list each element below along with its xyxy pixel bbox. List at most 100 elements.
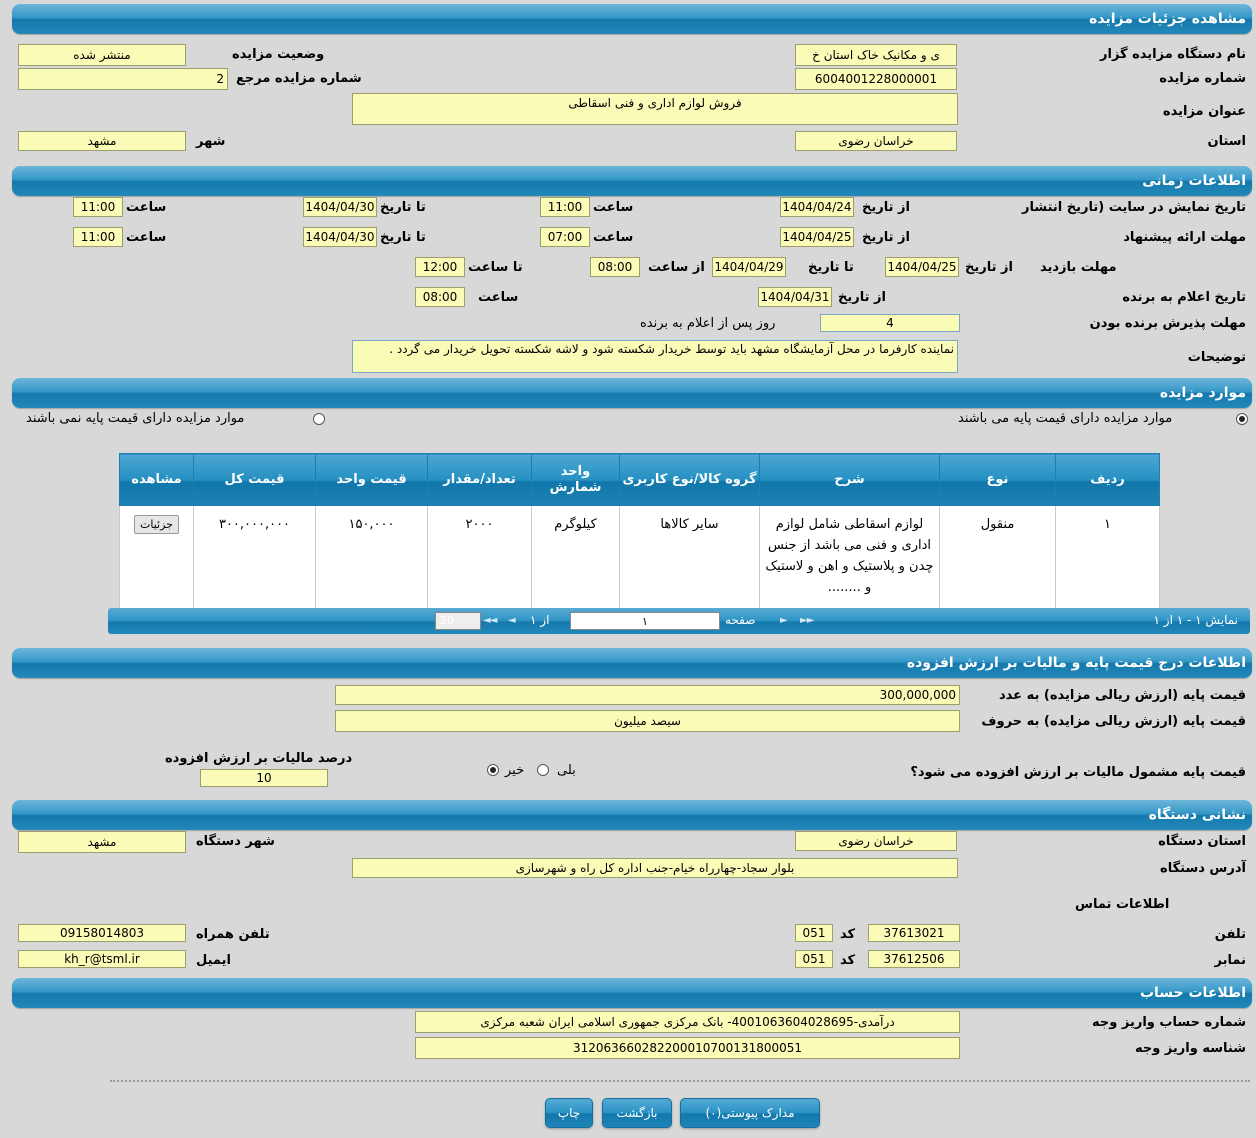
section-header-view-details: مشاهده جزئیات مزایده <box>12 4 1252 34</box>
hour-label: ساعت <box>478 290 519 305</box>
accept-suffix-label: روز پس از اعلام به برنده <box>640 316 776 331</box>
base-price-words-field[interactable]: سیصد میلیون <box>335 710 960 732</box>
city-label: شهر <box>196 134 226 149</box>
winner-announce-label: تاریخ اعلام به برنده <box>1122 290 1246 305</box>
agency-address-field[interactable]: بلوار سجاد-چهارراه خیام-جنب اداره کل راه… <box>352 858 958 878</box>
publish-from-date[interactable]: 1404/04/24 <box>780 197 854 217</box>
prev-page-icon[interactable]: ◄ <box>508 615 516 626</box>
col-row: ردیف <box>1055 453 1160 506</box>
visit-to-date[interactable]: 1404/04/29 <box>712 257 786 277</box>
auction-number-field[interactable]: 6004001228000001 <box>795 68 957 90</box>
next-page-icon[interactable]: ► <box>780 615 788 626</box>
col-type: نوع <box>939 453 1056 506</box>
back-button[interactable]: بازگشت <box>602 1098 672 1128</box>
base-price-numeric-label: قیمت پایه (ارزش ریالی مزایده) به عدد <box>999 688 1246 703</box>
auction-title-field[interactable]: فروش لوازم اداری و فنی اسقاطی <box>352 93 958 125</box>
mobile-label: تلفن همراه <box>196 927 270 942</box>
winner-date[interactable]: 1404/04/31 <box>758 287 832 307</box>
radio-with-base-price[interactable] <box>1236 413 1248 425</box>
offer-to-date[interactable]: 1404/04/30 <box>303 227 377 247</box>
city-field[interactable]: مشهد <box>18 131 186 151</box>
base-price-numeric-field[interactable]: 300,000,000 <box>335 685 960 705</box>
vat-yes-radio[interactable] <box>537 764 549 776</box>
to-date-label: تا تاریخ <box>380 230 426 245</box>
items-table: ردیف نوع شرح گروه کالا/نوع کاربری واحد ش… <box>119 453 1160 616</box>
from-date-label: از تاریخ <box>862 230 910 245</box>
offer-to-hour[interactable]: 11:00 <box>73 227 123 247</box>
visit-from-hour[interactable]: 08:00 <box>590 257 640 277</box>
last-page-icon[interactable]: ►► <box>800 615 814 626</box>
cell-quantity: ۲۰۰۰ <box>427 505 532 616</box>
radio-with-base-price-label: موارد مزایده دارای قیمت پایه می باشند <box>958 411 1173 426</box>
deposit-id-field[interactable]: 312063660282200010700131800051 <box>415 1037 960 1059</box>
col-total-price: قیمت کل <box>193 453 316 506</box>
first-page-icon[interactable]: ◄◄ <box>483 615 497 626</box>
section-header-items: موارد مزایده <box>12 378 1252 408</box>
page-size-select[interactable]: 20 <box>435 612 481 630</box>
table-header-row: ردیف نوع شرح گروه کالا/نوع کاربری واحد ش… <box>119 453 1160 506</box>
accept-days-field[interactable]: 4 <box>820 314 960 332</box>
offer-from-hour[interactable]: 07:00 <box>540 227 590 247</box>
hour-label: ساعت <box>593 230 634 245</box>
agency-city-field[interactable]: مشهد <box>18 831 186 853</box>
phone-code-label: کد <box>840 927 856 942</box>
from-hour-label: از ساعت <box>648 260 705 275</box>
col-unit: واحد شمارش <box>531 453 620 506</box>
auction-number-label: شماره مزایده <box>1159 71 1246 86</box>
phone-field[interactable]: 37613021 <box>868 924 960 942</box>
email-field[interactable]: kh_r@tsml.ir <box>18 950 186 968</box>
agency-field[interactable]: ی و مکانیک خاک استان خ <box>795 44 957 66</box>
radio-without-base-price-label: موارد مزایده دارای قیمت پایه نمی باشند <box>26 411 245 426</box>
section-header-account: اطلاعات حساب <box>12 978 1252 1008</box>
fax-label: نمابر <box>1214 953 1246 968</box>
print-button[interactable]: چاپ <box>545 1098 593 1128</box>
accept-deadline-label: مهلت پذیرش برنده بودن <box>1089 316 1246 331</box>
col-description: شرح <box>759 453 940 506</box>
winner-hour[interactable]: 08:00 <box>415 287 465 307</box>
hour-label: ساعت <box>593 200 634 215</box>
attachments-button[interactable]: مدارک پیوستی(۰) <box>680 1098 820 1128</box>
deposit-account-label: شماره حساب واریز وجه <box>1092 1015 1246 1030</box>
phone-code-field[interactable]: 051 <box>795 924 833 942</box>
province-field[interactable]: خراسان رضوی <box>795 131 957 151</box>
hour-label: ساعت <box>126 230 167 245</box>
visit-to-hour[interactable]: 12:00 <box>415 257 465 277</box>
radio-without-base-price[interactable] <box>313 413 325 425</box>
vat-percent-label: درصد مالیات بر ارزش افزوده <box>165 751 353 766</box>
agency-address-label: آدرس دستگاه <box>1160 861 1246 876</box>
col-view: مشاهده <box>119 453 194 506</box>
visit-deadline-label: مهلت بازدید <box>1040 260 1117 275</box>
deposit-account-field[interactable]: درآمدی-4001063604028695- بانک مرکزی جمهو… <box>415 1011 960 1033</box>
cell-unit-price: ۱۵۰,۰۰۰ <box>315 505 428 616</box>
agency-province-field[interactable]: خراسان رضوی <box>795 831 957 851</box>
description-field[interactable]: نماینده کارفرما در محل آزمایشگاه مشهد با… <box>352 340 958 373</box>
base-price-words-label: قیمت پایه (ارزش ریالی مزایده) به حروف <box>981 714 1246 729</box>
fax-field[interactable]: 37612506 <box>868 950 960 968</box>
publish-date-label: تاریخ نمایش در سایت (تاریخ انتشار <box>1021 200 1246 215</box>
section-header-time-info: اطلاعات زمانی <box>12 166 1252 196</box>
fax-code-label: کد <box>840 953 856 968</box>
publish-to-hour[interactable]: 11:00 <box>73 197 123 217</box>
vat-question-label: قیمت پایه مشمول مالیات بر ارزش افزوده می… <box>910 765 1246 780</box>
section-header-address: نشانی دستگاه <box>12 800 1252 830</box>
ref-number-field[interactable]: 2 <box>18 68 228 90</box>
vat-yes-label: بلی <box>557 763 576 778</box>
fax-code-field[interactable]: 051 <box>795 950 833 968</box>
vat-no-radio[interactable] <box>487 764 499 776</box>
details-button[interactable]: جزئیات <box>134 515 179 534</box>
pager-page-label: صفحه <box>725 613 756 627</box>
cell-type: منقول <box>939 505 1056 616</box>
page-number-input[interactable] <box>570 612 720 630</box>
offer-deadline-label: مهلت ارائه پیشنهاد <box>1123 230 1246 245</box>
publish-to-date[interactable]: 1404/04/30 <box>303 197 377 217</box>
vat-percent-field[interactable]: 10 <box>200 769 328 787</box>
mobile-field[interactable]: 09158014803 <box>18 924 186 942</box>
visit-from-date[interactable]: 1404/04/25 <box>885 257 959 277</box>
offer-from-date[interactable]: 1404/04/25 <box>780 227 854 247</box>
description-label: توضیحات <box>1187 350 1246 365</box>
ref-number-label: شماره مزایده مرجع <box>236 71 362 86</box>
hour-label: ساعت <box>126 200 167 215</box>
status-field[interactable]: منتشر شده <box>18 44 186 66</box>
publish-from-hour[interactable]: 11:00 <box>540 197 590 217</box>
pager-of-label: از ۱ <box>530 613 550 627</box>
